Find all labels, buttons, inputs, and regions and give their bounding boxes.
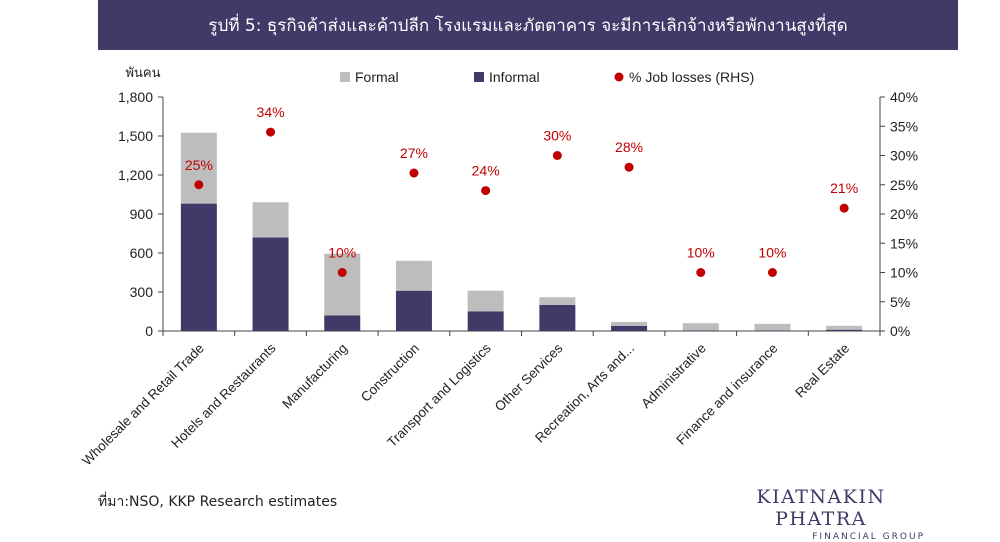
bar-formal [180, 132, 217, 204]
bar-formal [826, 325, 863, 330]
bar-formal [682, 323, 719, 331]
legend-formal-label: Formal [355, 69, 399, 85]
y-tick-label-left: 1,500 [118, 128, 153, 144]
y-tick-label-right: 0% [890, 323, 910, 339]
bar-informal [467, 311, 504, 331]
job-loss-point [337, 268, 347, 277]
y-tick-label-right: 5% [890, 294, 910, 310]
bar-informal [324, 315, 361, 331]
bar-informal [252, 237, 289, 331]
job-loss-label: 10% [328, 245, 356, 261]
y-tick-label-right: 35% [890, 118, 918, 134]
legend-job-losses: % Job losses (RHS) [614, 69, 754, 85]
y-tick-label-left: 1,200 [118, 167, 153, 183]
legend-informal: Informal [474, 69, 540, 85]
job-loss-label: 30% [543, 128, 571, 144]
bar-informal [611, 325, 648, 331]
x-tick-label: Real Estate [792, 341, 852, 401]
job-loss-label: 10% [687, 245, 715, 261]
brand-logo: KIATNAKIN PHATRA FINANCIAL GROUP [717, 486, 925, 542]
y-tick-label-right: 30% [890, 148, 918, 164]
bar-formal [252, 202, 289, 238]
legend-job-losses-swatch [614, 72, 624, 82]
job-loss-label: 27% [400, 145, 428, 161]
y-tick-label-right: 20% [890, 206, 918, 222]
legend-job-losses-label: % Job losses (RHS) [629, 69, 754, 85]
source-note: ที่มา:NSO, KKP Research estimates [98, 494, 338, 510]
job-loss-label: 21% [830, 180, 858, 196]
job-loss-label: 28% [615, 139, 643, 155]
job-loss-point [767, 268, 777, 277]
bar-informal [180, 203, 217, 331]
bar-informal [682, 330, 719, 331]
brand-name: KIATNAKIN PHATRA [756, 486, 886, 530]
legend-formal-swatch [340, 72, 350, 82]
job-loss-label: 10% [758, 245, 786, 261]
y-tick-label-left: 900 [130, 206, 154, 222]
job-loss-label: 25% [185, 157, 213, 173]
bar-informal [539, 305, 576, 331]
x-tick-label: Administrative [638, 341, 709, 412]
y-axis-unit-label: พันคน [125, 66, 160, 81]
chart-title: รูปที่ 5: ธุรกิจค้าส่งและค้าปลีก โรงแรมแ… [208, 15, 848, 36]
y-tick-label-right: 25% [890, 177, 918, 193]
job-loss-point [409, 168, 419, 178]
bar-formal [611, 321, 648, 326]
chart-title-bar: รูปที่ 5: ธุรกิจค้าส่งและค้าปลีก โรงแรมแ… [98, 0, 958, 50]
x-tick-label: Construction [358, 341, 422, 405]
bar-formal [539, 297, 576, 305]
job-loss-point [839, 203, 849, 213]
bar-formal [395, 260, 432, 291]
y-tick-label-right: 40% [890, 89, 918, 105]
y-tick-label-right: 10% [890, 265, 918, 281]
job-loss-point [552, 151, 562, 160]
y-tick-label-left: 600 [130, 245, 154, 261]
y-tick-label-left: 300 [130, 284, 154, 300]
x-tick-label: Wholesale and Retail Trade [79, 341, 207, 469]
job-loss-point [266, 127, 276, 137]
job-loss-point [696, 268, 706, 277]
legend-informal-swatch [474, 72, 484, 82]
job-loss-label: 24% [472, 163, 500, 179]
y-tick-label-left: 0 [145, 323, 153, 339]
legend-informal-label: Informal [489, 69, 540, 85]
job-loss-label: 34% [257, 104, 285, 120]
bar-informal [754, 330, 791, 331]
job-loss-point [624, 162, 634, 172]
bar-formal [754, 323, 791, 331]
job-loss-point [194, 180, 204, 190]
bar-informal [826, 329, 863, 331]
bar-formal [467, 290, 504, 312]
x-tick-label: Other Services [492, 340, 566, 414]
y-tick-label-right: 15% [890, 235, 918, 251]
bar-formal [324, 253, 361, 316]
x-tick-label: Manufacturing [279, 341, 350, 412]
bar-informal [395, 290, 432, 331]
brand-subtitle: FINANCIAL GROUP [812, 532, 925, 542]
legend-formal: Formal [340, 69, 399, 85]
job-loss-point [481, 186, 491, 196]
y-tick-label-left: 1,800 [118, 89, 153, 105]
